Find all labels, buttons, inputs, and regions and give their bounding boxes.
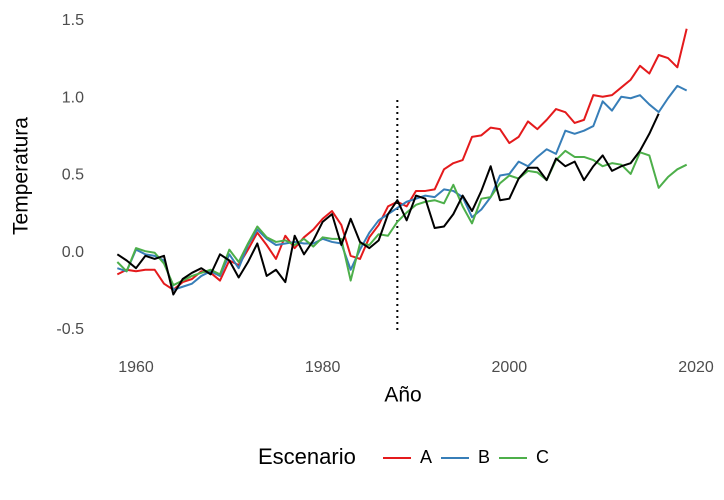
y-tick-label: 1.5 bbox=[62, 12, 84, 29]
y-tick-label: 0.5 bbox=[62, 167, 84, 184]
legend-label: C bbox=[536, 447, 549, 467]
x-axis-title: Año bbox=[384, 384, 421, 407]
y-tick-label: 0.0 bbox=[62, 244, 84, 261]
legend-label: A bbox=[420, 447, 432, 467]
x-tick-label: 2000 bbox=[492, 359, 528, 376]
line-series bbox=[117, 84, 688, 291]
x-tick-label: 1980 bbox=[305, 359, 341, 376]
y-tick-label: 1.0 bbox=[62, 89, 84, 106]
legend-title: Escenario bbox=[258, 444, 356, 469]
line-series bbox=[116, 28, 688, 291]
line-series bbox=[116, 149, 688, 287]
line-series bbox=[116, 113, 660, 296]
x-tick-label: 1960 bbox=[118, 359, 154, 376]
y-axis-title: Temperatura bbox=[10, 117, 33, 235]
y-tick-label: -0.5 bbox=[56, 321, 84, 338]
x-tick-label: 2020 bbox=[678, 359, 714, 376]
legend-label: B bbox=[478, 447, 490, 467]
